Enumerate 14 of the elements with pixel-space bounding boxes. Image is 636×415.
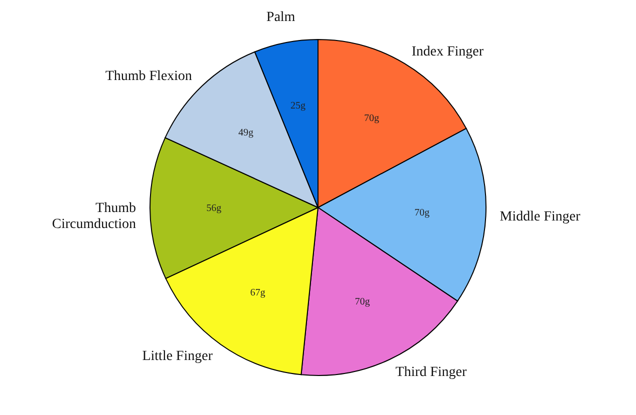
slice-label: Palm bbox=[266, 10, 296, 26]
data-label: 49g bbox=[238, 127, 254, 138]
data-label: 25g bbox=[290, 100, 306, 112]
slice-label: Little Finger bbox=[142, 348, 213, 364]
slice-label: Index Finger bbox=[412, 44, 484, 60]
slice-label: Third Finger bbox=[396, 365, 468, 380]
data-label: 70g bbox=[354, 296, 370, 308]
slice-label: Thumb Flexion bbox=[105, 69, 192, 84]
data-label: 67g bbox=[250, 287, 266, 298]
slice-label: Thumb Circumduction bbox=[52, 201, 136, 232]
data-label: 56g bbox=[206, 202, 222, 214]
slice-label: Middle Finger bbox=[500, 210, 581, 225]
data-label: 70g bbox=[414, 208, 430, 219]
data-label: 70g bbox=[364, 113, 380, 124]
